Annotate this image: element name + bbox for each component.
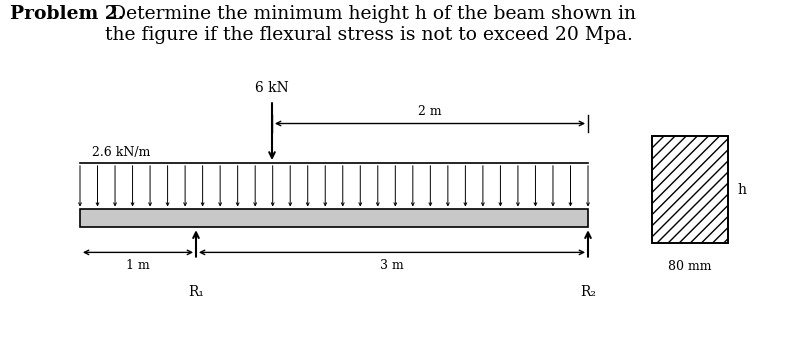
Text: 80 mm: 80 mm [668,260,712,272]
Text: 3 m: 3 m [380,259,404,272]
Text: h: h [738,183,746,197]
Text: R₁: R₁ [188,285,204,299]
Text: R₂: R₂ [580,285,596,299]
Text: Problem 2.: Problem 2. [10,5,125,23]
Text: 1 m: 1 m [126,259,150,272]
Bar [652,136,728,243]
Text: 2.6 kN/m: 2.6 kN/m [92,146,150,159]
Bar [80,209,588,227]
Text: Determine the minimum height h of the beam shown in
the figure if the flexural s: Determine the minimum height h of the be… [105,5,636,44]
Text: 2 m: 2 m [418,105,442,118]
Text: 6 kN: 6 kN [255,81,289,95]
